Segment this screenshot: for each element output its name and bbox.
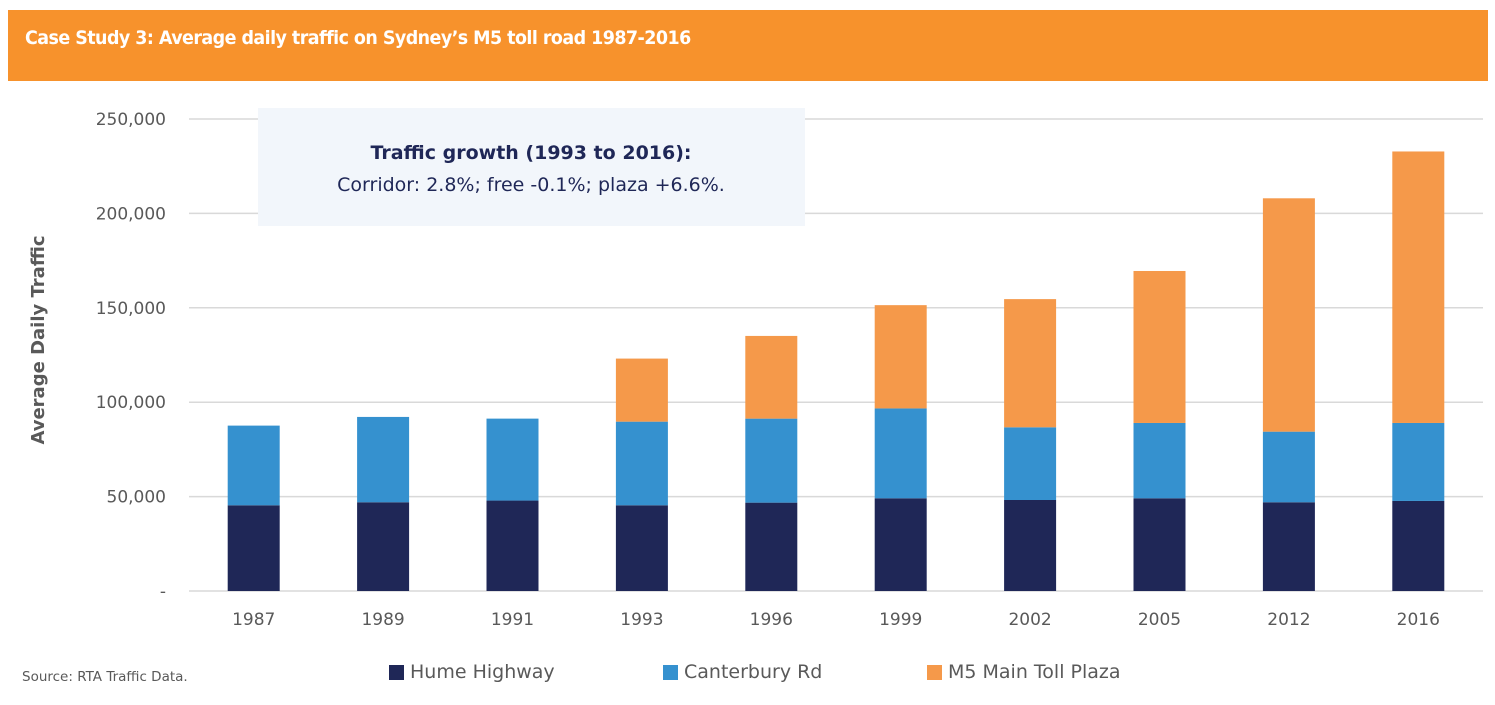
callout-body: Corridor: 2.8%; free -0.1%; plaza +6.6%. bbox=[337, 174, 725, 196]
bar-m5-main-toll-plaza-1993 bbox=[615, 358, 668, 422]
legend-swatch-hume bbox=[389, 664, 404, 680]
legend-item-hume-highway: Hume Highway bbox=[389, 660, 555, 684]
x-tick-label: 2005 bbox=[1138, 610, 1181, 630]
y-tick-label: 150,000 bbox=[96, 299, 166, 319]
bar-canterbury-rd-2005 bbox=[1133, 422, 1186, 499]
x-tick-label: 2012 bbox=[1267, 610, 1310, 630]
y-tick-label: - bbox=[160, 582, 166, 602]
bar-canterbury-rd-1991 bbox=[486, 418, 539, 501]
y-axis-title: Average Daily Traffic bbox=[28, 235, 49, 444]
y-tick-label: 250,000 bbox=[96, 110, 166, 130]
bar-hume-highway-1993 bbox=[615, 505, 668, 591]
bar-m5-main-toll-plaza-2012 bbox=[1262, 198, 1315, 432]
bar-hume-highway-1991 bbox=[486, 500, 539, 591]
bar-hume-highway-2016 bbox=[1392, 500, 1445, 591]
y-tick-label: 100,000 bbox=[96, 393, 166, 413]
x-axis-ticks: 1987 1989 1991 1993 1996 1999 2002 2005 2012 2016 bbox=[232, 610, 1440, 630]
bar-canterbury-rd-2002 bbox=[1004, 427, 1057, 500]
bar-canterbury-rd-1999 bbox=[874, 408, 927, 499]
x-tick-label: 1991 bbox=[491, 610, 534, 630]
y-axis-ticks: - 50,000 100,000 150,000 200,000 250,000 bbox=[96, 110, 166, 602]
legend-swatch-canterbury bbox=[663, 664, 678, 680]
x-tick-label: 1987 bbox=[232, 610, 275, 630]
bar-m5-main-toll-plaza-2016 bbox=[1392, 151, 1445, 423]
bar-m5-main-toll-plaza-2005 bbox=[1133, 270, 1186, 423]
legend-label: M5 Main Toll Plaza bbox=[948, 661, 1121, 683]
bar-hume-highway-2002 bbox=[1004, 499, 1057, 591]
bar-canterbury-rd-1989 bbox=[357, 416, 410, 503]
bar-hume-highway-2012 bbox=[1262, 502, 1315, 591]
legend-label: Canterbury Rd bbox=[684, 661, 823, 683]
legend-swatch-m5 bbox=[927, 664, 942, 680]
bar-canterbury-rd-1987 bbox=[227, 425, 280, 506]
bar-m5-main-toll-plaza-1996 bbox=[745, 335, 798, 419]
bar-hume-highway-1996 bbox=[745, 502, 798, 591]
x-tick-label: 2002 bbox=[1008, 610, 1051, 630]
callout-heading: Traffic growth (1993 to 2016): bbox=[370, 142, 691, 164]
title-banner: Case Study 3: Average daily traffic on S… bbox=[8, 10, 1488, 81]
source-note: Source: RTA Traffic Data. bbox=[22, 669, 188, 685]
bar-hume-highway-1989 bbox=[357, 502, 410, 591]
bar-canterbury-rd-1993 bbox=[615, 421, 668, 506]
bar-hume-highway-1999 bbox=[874, 498, 927, 591]
chart-title: Case Study 3: Average daily traffic on S… bbox=[25, 27, 691, 49]
x-tick-label: 1996 bbox=[750, 610, 793, 630]
bar-m5-main-toll-plaza-2002 bbox=[1004, 299, 1057, 428]
bar-canterbury-rd-1996 bbox=[745, 418, 798, 503]
x-tick-label: 1993 bbox=[620, 610, 663, 630]
bars bbox=[227, 151, 1445, 591]
y-tick-label: 200,000 bbox=[96, 204, 166, 224]
callout-background bbox=[258, 108, 805, 226]
bar-hume-highway-1987 bbox=[227, 505, 280, 591]
bar-canterbury-rd-2012 bbox=[1262, 431, 1315, 503]
callout-box: Traffic growth (1993 to 2016): Corridor:… bbox=[258, 108, 805, 226]
bar-m5-main-toll-plaza-1999 bbox=[874, 305, 927, 409]
bar-canterbury-rd-2016 bbox=[1392, 422, 1445, 501]
legend-item-canterbury-rd: Canterbury Rd bbox=[663, 660, 822, 684]
x-tick-label: 1999 bbox=[879, 610, 922, 630]
x-tick-label: 2016 bbox=[1397, 610, 1440, 630]
bar-hume-highway-2005 bbox=[1133, 498, 1186, 591]
legend-item-m5-main-toll-plaza: M5 Main Toll Plaza bbox=[927, 660, 1121, 684]
legend-label: Hume Highway bbox=[410, 661, 555, 683]
x-tick-label: 1989 bbox=[361, 610, 404, 630]
y-tick-label: 50,000 bbox=[107, 488, 166, 508]
